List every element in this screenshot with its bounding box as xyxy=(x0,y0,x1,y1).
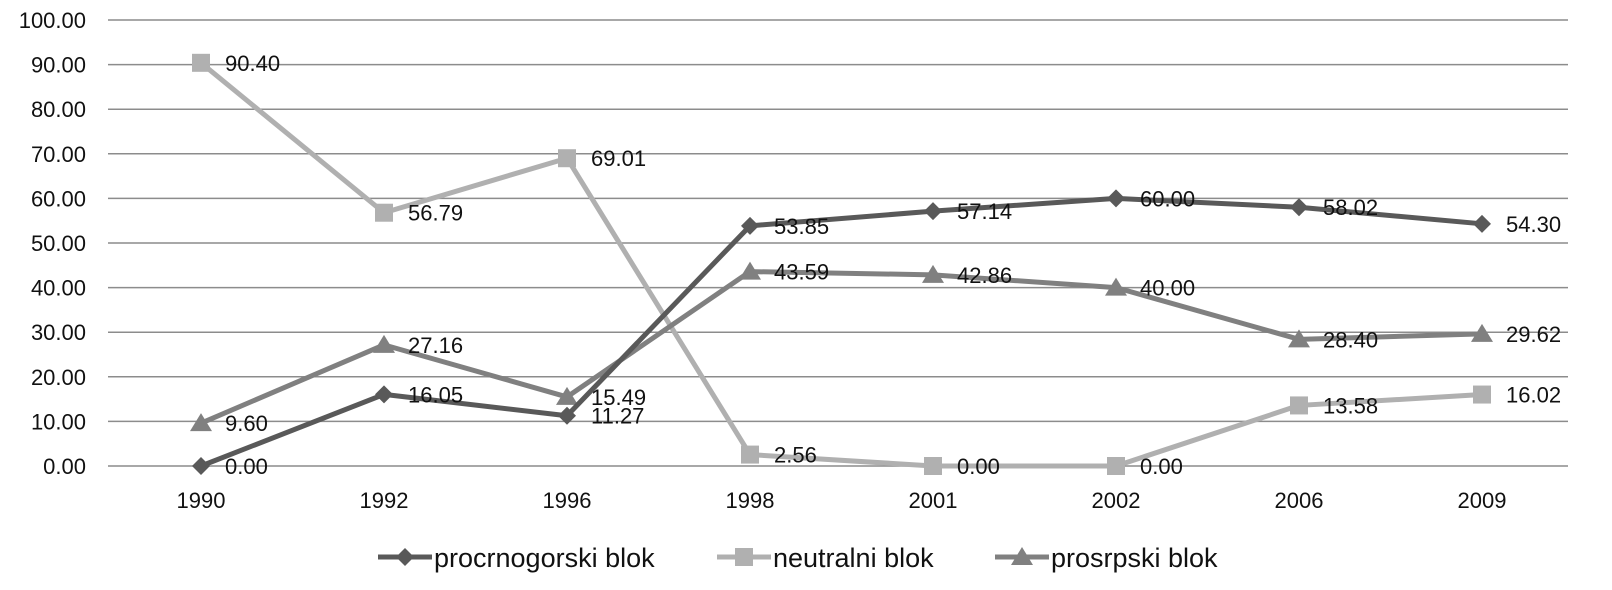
data-point-marker xyxy=(375,385,393,404)
data-label: 58.02 xyxy=(1323,195,1378,220)
data-point-marker xyxy=(1107,457,1125,475)
gridlines xyxy=(108,19,1568,467)
data-label: 11.27 xyxy=(591,404,644,429)
data-point-marker xyxy=(924,202,942,221)
data-label: 42.86 xyxy=(957,263,1012,288)
y-axis-tick-labels: 0.00 10.00 20.00 30.00 40.00 50.00 60.00 70.00 8… xyxy=(19,8,86,479)
data-point-marker xyxy=(1107,189,1125,208)
legend: procrnogorski blok neutralni blok prosrpsk… xyxy=(378,543,1218,573)
y-tick-label: 90.00 xyxy=(31,53,86,78)
data-label: 13.58 xyxy=(1323,393,1378,418)
data-point-marker xyxy=(1290,198,1308,217)
legend-label: neutralni blok xyxy=(773,543,934,573)
data-label: 0.00 xyxy=(1140,454,1183,479)
data-label: 15.49 xyxy=(591,385,646,410)
data-label: 56.79 xyxy=(408,201,463,226)
x-tick-label: 2006 xyxy=(1275,488,1324,513)
series-procrnogorski-blok xyxy=(192,189,1491,475)
data-label: 57.14 xyxy=(957,199,1012,224)
data-label: 60.00 xyxy=(1140,186,1195,211)
data-label: 0.00 xyxy=(225,454,268,479)
y-tick-label: 50.00 xyxy=(31,231,86,256)
data-point-marker xyxy=(741,445,759,464)
data-point-marker xyxy=(373,334,395,353)
data-labels: 0.00 16.05 11.27 53.85 57.14 60.00 58.02 54.30 9… xyxy=(225,51,1561,479)
data-label: 16.05 xyxy=(408,382,463,407)
data-point-marker xyxy=(739,261,761,280)
x-tick-label: 2001 xyxy=(909,488,958,513)
y-tick-label: 70.00 xyxy=(31,142,86,167)
data-point-marker xyxy=(1288,329,1310,348)
legend-item: procrnogorski blok xyxy=(378,543,655,573)
series-prosrpski-blok xyxy=(190,261,1493,432)
x-tick-label: 1998 xyxy=(726,488,775,513)
x-axis-tick-labels: 1990 1992 1996 1998 2001 2002 2006 2009 xyxy=(177,488,1507,513)
y-tick-label: 60.00 xyxy=(31,186,86,211)
data-point-marker xyxy=(1290,396,1308,415)
data-label: 28.40 xyxy=(1323,327,1378,352)
series-line xyxy=(200,269,1483,426)
data-point-marker xyxy=(558,149,576,168)
legend-item: prosrpski blok xyxy=(995,543,1218,573)
legend-marker xyxy=(396,548,414,566)
data-label: 29.62 xyxy=(1506,322,1561,347)
y-tick-label: 30.00 xyxy=(31,320,86,345)
data-point-marker xyxy=(192,457,210,475)
legend-item: neutralni blok xyxy=(717,543,934,573)
series-lines xyxy=(190,53,1493,475)
data-label: 69.01 xyxy=(591,146,646,171)
data-point-marker xyxy=(1473,214,1491,233)
data-label: 90.40 xyxy=(225,51,280,76)
data-label: 43.59 xyxy=(774,260,829,285)
data-label: 54.30 xyxy=(1506,212,1561,237)
data-point-marker xyxy=(1473,385,1491,404)
data-point-marker xyxy=(924,457,942,475)
x-tick-label: 2002 xyxy=(1092,488,1141,513)
data-label: 16.02 xyxy=(1506,383,1561,408)
data-label: 2.56 xyxy=(774,443,817,468)
x-tick-label: 1990 xyxy=(177,488,226,513)
y-tick-label: 20.00 xyxy=(31,365,86,390)
y-tick-label: 40.00 xyxy=(31,276,86,301)
data-point-marker xyxy=(1105,277,1127,296)
data-point-marker xyxy=(192,53,210,72)
data-label: 40.00 xyxy=(1140,276,1195,301)
series-line xyxy=(199,60,1483,469)
y-tick-label: 10.00 xyxy=(31,409,86,434)
x-tick-label: 1992 xyxy=(360,488,409,513)
data-point-marker xyxy=(558,406,576,425)
data-point-marker xyxy=(375,203,393,222)
y-tick-label: 100.00 xyxy=(19,8,86,33)
y-tick-label: 0.00 xyxy=(43,454,86,479)
legend-label: prosrpski blok xyxy=(1051,543,1218,573)
legend-marker xyxy=(1011,547,1033,565)
x-tick-label: 2009 xyxy=(1458,488,1507,513)
data-label: 0.00 xyxy=(957,454,1000,479)
legend-marker xyxy=(735,548,753,566)
series-line xyxy=(200,195,1483,469)
data-point-marker xyxy=(741,216,759,235)
data-point-marker xyxy=(556,386,578,405)
data-point-marker xyxy=(190,413,212,432)
data-point-marker xyxy=(922,264,944,283)
data-label: 53.85 xyxy=(774,214,829,239)
x-tick-label: 1996 xyxy=(543,488,592,513)
data-label: 27.16 xyxy=(408,333,463,358)
data-label: 9.60 xyxy=(225,411,268,436)
y-tick-label: 80.00 xyxy=(31,97,86,122)
legend-label: procrnogorski blok xyxy=(434,543,655,573)
series-neutralni-blok xyxy=(192,53,1491,475)
data-point-marker xyxy=(1471,323,1493,342)
